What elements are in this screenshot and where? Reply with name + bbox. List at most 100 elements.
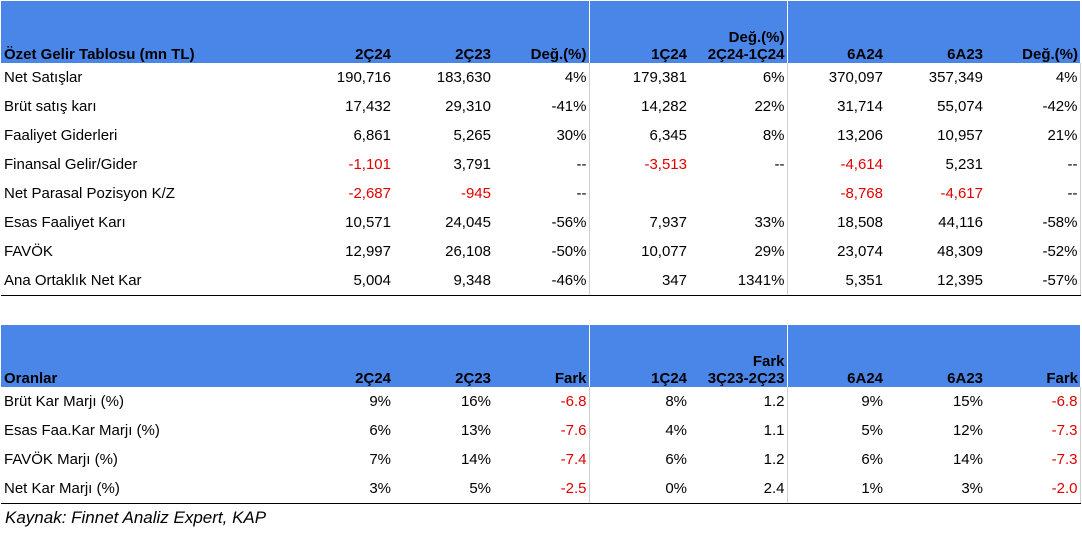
table-row: Faaliyet Giderleri 6,861 5,265 30% 6,345 8% 13… (1, 121, 1081, 150)
cell-value: 5,265 (453, 127, 491, 144)
cell-value: 2.4 (689, 474, 787, 504)
table-row: FAVÖK 12,997 26,108 -50% 10,077 29% 23,074 48,3… (1, 237, 1081, 266)
col-header-6m-diff: Fark (985, 325, 1080, 387)
cell-value: 0% (588, 474, 689, 504)
row-label: Net Satışlar (4, 69, 83, 86)
cell-value: 8% (588, 387, 689, 416)
cell-value: -52% (985, 237, 1081, 266)
cell-value: 1341% (689, 266, 787, 296)
cell-value: 44,116 (938, 214, 983, 231)
cell-value: -50% (551, 243, 587, 260)
cell-value: 357,349 (928, 69, 983, 86)
cell-value: -4,614 (786, 150, 885, 179)
row-label: Ana Ortaklık Net Kar (1, 266, 293, 296)
table-title: Oranlar (1, 325, 293, 387)
cell-value: 14% (952, 451, 983, 468)
table-row: Esas Faaliyet Karı 10,571 24,045 -56% 7,937 3… (1, 208, 1081, 237)
col-header-2q24: 2Ç24 (293, 1, 393, 63)
table-row: Net Satışlar 190,716 183,630 4% 179,381 6% 370… (1, 63, 1081, 92)
row-label: FAVÖK (4, 243, 53, 260)
cell-value: -- (774, 156, 785, 173)
row-label: Brüt satış karı (4, 98, 97, 115)
cell-value (689, 179, 787, 208)
cell-value: -7.6 (560, 422, 587, 439)
col-header-qoq-change-line2: 2Ç24-1Ç24 (707, 46, 785, 63)
cell-value: -7.4 (560, 451, 587, 468)
income-statement-table: Özet Gelir Tablosu (mn TL) 2Ç24 2Ç23 Değ… (1, 1, 1081, 296)
cell-value: 6,861 (353, 127, 391, 144)
cell-value: 10,957 (937, 127, 983, 144)
cell-value: 5,231 (945, 156, 983, 173)
cell-value: -8,768 (786, 179, 885, 208)
table-row: Net Kar Marjı (%) 3% 5% -2.5 0% 2.4 1% 3% -2.0 (1, 474, 1081, 504)
cell-value: 6% (786, 445, 885, 474)
col-header-2q23: 2Ç23 (393, 325, 493, 387)
cell-value: -57% (985, 266, 1081, 296)
table-row: FAVÖK Marjı (%) 7% 14% -7.4 6% 1.2 6% 14% -7.3 (1, 445, 1081, 474)
source-note: Kaynak: Finnet Analiz Expert, KAP (5, 508, 267, 527)
cell-value: 4% (564, 69, 587, 86)
cell-value: -7.3 (985, 416, 1081, 445)
cell-value: 5% (393, 474, 493, 504)
cell-value: 5% (786, 416, 885, 445)
row-label: Finansal Gelir/Gider (4, 156, 138, 173)
cell-value: -6.8 (560, 393, 587, 410)
cell-value: -42% (985, 92, 1081, 121)
cell-value: -46% (493, 266, 589, 296)
cell-value (588, 179, 689, 208)
col-header-1q24: 1Ç24 (588, 325, 689, 387)
table-row: Ana Ortaklık Net Kar 5,004 9,348 -46% 347 134… (1, 266, 1081, 296)
cell-value: 10,571 (345, 214, 391, 231)
cell-value: -- (985, 150, 1081, 179)
col-header-6m24: 6A24 (786, 1, 885, 63)
table-row: Finansal Gelir/Gider -1,101 3,791 -- -3,513-… (1, 150, 1081, 179)
cell-value: 1% (786, 474, 885, 504)
cell-value: 24,045 (445, 214, 491, 231)
table-row: Net Parasal Pozisyon K/Z -2,687 -945 -- -8,7… (1, 179, 1081, 208)
col-header-qoq-diff: Fark 3Ç23-2Ç23 (689, 325, 787, 387)
row-label: FAVÖK Marjı (%) (4, 451, 118, 468)
cell-value: 48,309 (937, 243, 983, 260)
cell-value: 7% (369, 451, 391, 468)
cell-value: 3% (293, 474, 393, 504)
cell-value: 29,310 (445, 98, 491, 115)
cell-value: 1.2 (763, 451, 785, 468)
cell-value: -58% (985, 208, 1081, 237)
cell-value: -41% (551, 98, 587, 115)
cell-value: 26,108 (445, 243, 491, 260)
col-header-6m-change: Değ.(%) (985, 1, 1080, 63)
income-table-body: Net Satışlar 190,716 183,630 4% 179,381 6% 370… (1, 63, 1081, 296)
col-header-qoq-change: Değ.(%) 2Ç24-1Ç24 (689, 1, 787, 63)
cell-value: 183,630 (436, 69, 491, 86)
cell-value: -- (576, 185, 587, 202)
cell-value: -56% (551, 214, 587, 231)
cell-value: 9% (369, 393, 391, 410)
col-header-6m23: 6A23 (885, 1, 985, 63)
cell-value: 18,508 (786, 208, 885, 237)
cell-value: 16% (460, 393, 491, 410)
table-row: Brüt Kar Marjı (%) 9% 16% -6.8 8% 1.2 9% 15% -6.… (1, 387, 1081, 416)
cell-value: 5,004 (293, 266, 393, 296)
cell-value: 13,206 (786, 121, 885, 150)
ratios-table-body: Brüt Kar Marjı (%) 9% 16% -6.8 8% 1.2 9% 15% -6.… (1, 387, 1081, 504)
col-header-qoq-diff-line1: Fark (752, 353, 785, 370)
cell-value: 14% (460, 451, 491, 468)
cell-value: 4% (588, 416, 689, 445)
cell-value: -- (576, 156, 587, 173)
row-label: Esas Faaliyet Karı (4, 214, 126, 231)
cell-value: 3% (885, 474, 985, 504)
cell-value: 6% (588, 445, 689, 474)
table-header-row: Özet Gelir Tablosu (mn TL) 2Ç24 2Ç23 Değ… (1, 1, 1080, 63)
cell-value: 370,097 (786, 63, 885, 92)
col-header-6m23: 6A23 (885, 325, 985, 387)
cell-value: 12,997 (345, 243, 391, 260)
table-row: Brüt satış karı 17,432 29,310 -41% 14,282 22%… (1, 92, 1081, 121)
cell-value: 14,282 (588, 92, 689, 121)
cell-value: 6% (369, 422, 391, 439)
col-header-6m24: 6A24 (786, 325, 885, 387)
cell-value: 23,074 (786, 237, 885, 266)
cell-value: -3,513 (588, 150, 689, 179)
cell-value: -2.5 (493, 474, 589, 504)
cell-value: 1.1 (763, 422, 785, 439)
cell-value: -6.8 (985, 387, 1081, 416)
